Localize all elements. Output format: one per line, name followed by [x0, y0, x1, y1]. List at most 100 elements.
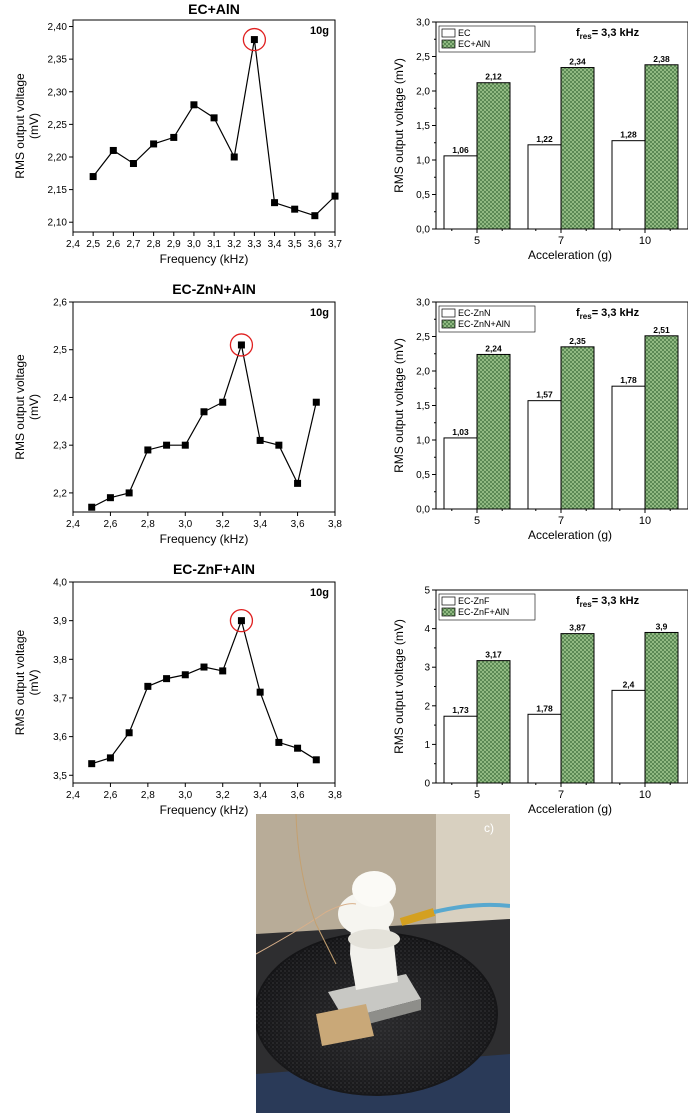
plot-frame: [72, 581, 336, 784]
y-tick-label: 2,10: [48, 218, 68, 229]
bar: [644, 335, 679, 510]
bar-value-label: 1,22: [536, 134, 553, 144]
bar: [560, 346, 595, 510]
y-tick-label: 4: [424, 624, 430, 635]
data-point: [181, 671, 189, 679]
y-tick-label: 2,35: [48, 55, 68, 66]
y-tick-label: 2,0: [416, 87, 430, 98]
bar-value-label: 2,35: [569, 336, 586, 346]
data-point: [89, 173, 97, 181]
x-tick-label: 2,6: [103, 519, 117, 530]
bar-value-label: 2,38: [653, 54, 670, 64]
y-tick-label: 2,25: [48, 120, 68, 131]
data-point: [125, 489, 133, 497]
x-tick-label: 7: [558, 235, 564, 247]
x-tick-label: 2,4: [66, 519, 80, 530]
x-tick-label: 3,4: [253, 519, 267, 530]
bar: [443, 155, 478, 230]
legend-swatch: [441, 39, 456, 49]
data-point: [294, 744, 302, 752]
bar: [527, 400, 562, 510]
data-point: [275, 738, 283, 746]
resonance-annotation: fres= 3,3 kHz: [576, 307, 640, 321]
x-tick-label: 2,6: [106, 239, 120, 250]
x-tick-label: 5: [474, 515, 480, 527]
load-annotation: 10g: [310, 587, 329, 599]
y-tick-label: 2,3: [53, 441, 67, 452]
data-point: [129, 160, 137, 168]
y-tick-label: 1: [424, 740, 430, 751]
y-tick-label: 2,15: [48, 185, 68, 196]
x-tick-label: 3,0: [178, 790, 192, 801]
bar-value-label: 2,34: [569, 57, 586, 67]
setup-photo-drawing: c): [256, 814, 510, 1113]
data-point: [144, 446, 152, 454]
x-tick-label: 3,8: [328, 519, 342, 530]
bar: [443, 437, 478, 510]
y-axis-label: RMS output voltage (mV): [392, 58, 406, 193]
x-tick-label: 3,0: [187, 239, 201, 250]
data-point: [219, 398, 227, 406]
x-tick-label: 3,0: [178, 519, 192, 530]
bar: [476, 353, 511, 510]
data-point: [312, 398, 320, 406]
x-tick-label: 3,2: [227, 239, 241, 250]
data-point: [109, 146, 117, 154]
data-point: [106, 754, 114, 762]
peak-highlight-circle: [229, 609, 254, 633]
x-tick-label: 3,6: [291, 519, 305, 530]
data-series-line: [92, 39, 336, 217]
y-tick-label: 3,8: [53, 655, 67, 666]
bar-value-label: 2,4: [623, 679, 635, 689]
load-annotation: 10g: [310, 307, 329, 319]
bar-value-label: 2,12: [485, 72, 502, 82]
y-axis-label: RMS output voltage (mV): [392, 338, 406, 473]
x-tick-label: 3,4: [268, 239, 282, 250]
x-tick-label: 7: [558, 515, 564, 527]
x-tick-label: 2,8: [141, 790, 155, 801]
data-point: [311, 212, 319, 220]
x-axis-label: Frequency (kHz): [160, 532, 249, 546]
x-tick-label: 2,4: [66, 790, 80, 801]
legend-swatch: [441, 596, 456, 606]
data-point: [190, 101, 198, 109]
x-tick-label: 3,4: [253, 790, 267, 801]
bar-value-label: 1,06: [452, 145, 469, 155]
x-tick-label: 3,5: [288, 239, 302, 250]
peak-highlight-circle: [242, 27, 267, 52]
y-tick-label: 0,0: [416, 225, 430, 236]
legend-label: EC-ZnN+AlN: [458, 319, 510, 329]
x-tick-label: 3,1: [207, 239, 221, 250]
y-tick-label: 1,5: [416, 121, 430, 132]
bar: [560, 67, 595, 230]
y-tick-label: 5: [424, 586, 430, 597]
legend-label: EC+AlN: [458, 39, 490, 49]
x-tick-label: 10: [639, 515, 651, 527]
y-tick-label: 3,7: [53, 693, 67, 704]
data-point: [275, 441, 283, 449]
bar: [644, 64, 679, 230]
x-tick-label: 3,3: [247, 239, 261, 250]
x-tick-label: 2,4: [66, 239, 80, 250]
bar-value-label: 1,57: [536, 390, 553, 400]
data-point: [170, 133, 178, 141]
bar-value-label: 1,73: [452, 705, 469, 715]
photo-sample-plate: [316, 1004, 374, 1046]
y-tick-label: 2,40: [48, 22, 68, 33]
bar-value-label: 1,03: [452, 427, 469, 437]
bar-value-label: 3,87: [569, 623, 586, 633]
bar: [527, 144, 562, 230]
y-tick-label: 2,30: [48, 87, 68, 98]
bar-value-label: 1,28: [620, 130, 637, 140]
y-axis-label: RMS output voltage(mV): [13, 73, 41, 179]
y-tick-label: 0,5: [416, 470, 430, 481]
legend-label: EC: [458, 28, 471, 38]
data-point: [294, 479, 302, 487]
y-tick-label: 2,6: [53, 298, 67, 309]
data-point: [312, 756, 320, 764]
y-tick-label: 3,6: [53, 732, 67, 743]
bar: [611, 689, 646, 784]
y-tick-label: 1,0: [416, 156, 430, 167]
load-annotation: 10g: [310, 25, 329, 37]
bar-chart-ec-znn-aln: 0,0 0,5 1,0 1,5 2,0 2,5 3,0 RMS output voltage …: [392, 298, 688, 542]
